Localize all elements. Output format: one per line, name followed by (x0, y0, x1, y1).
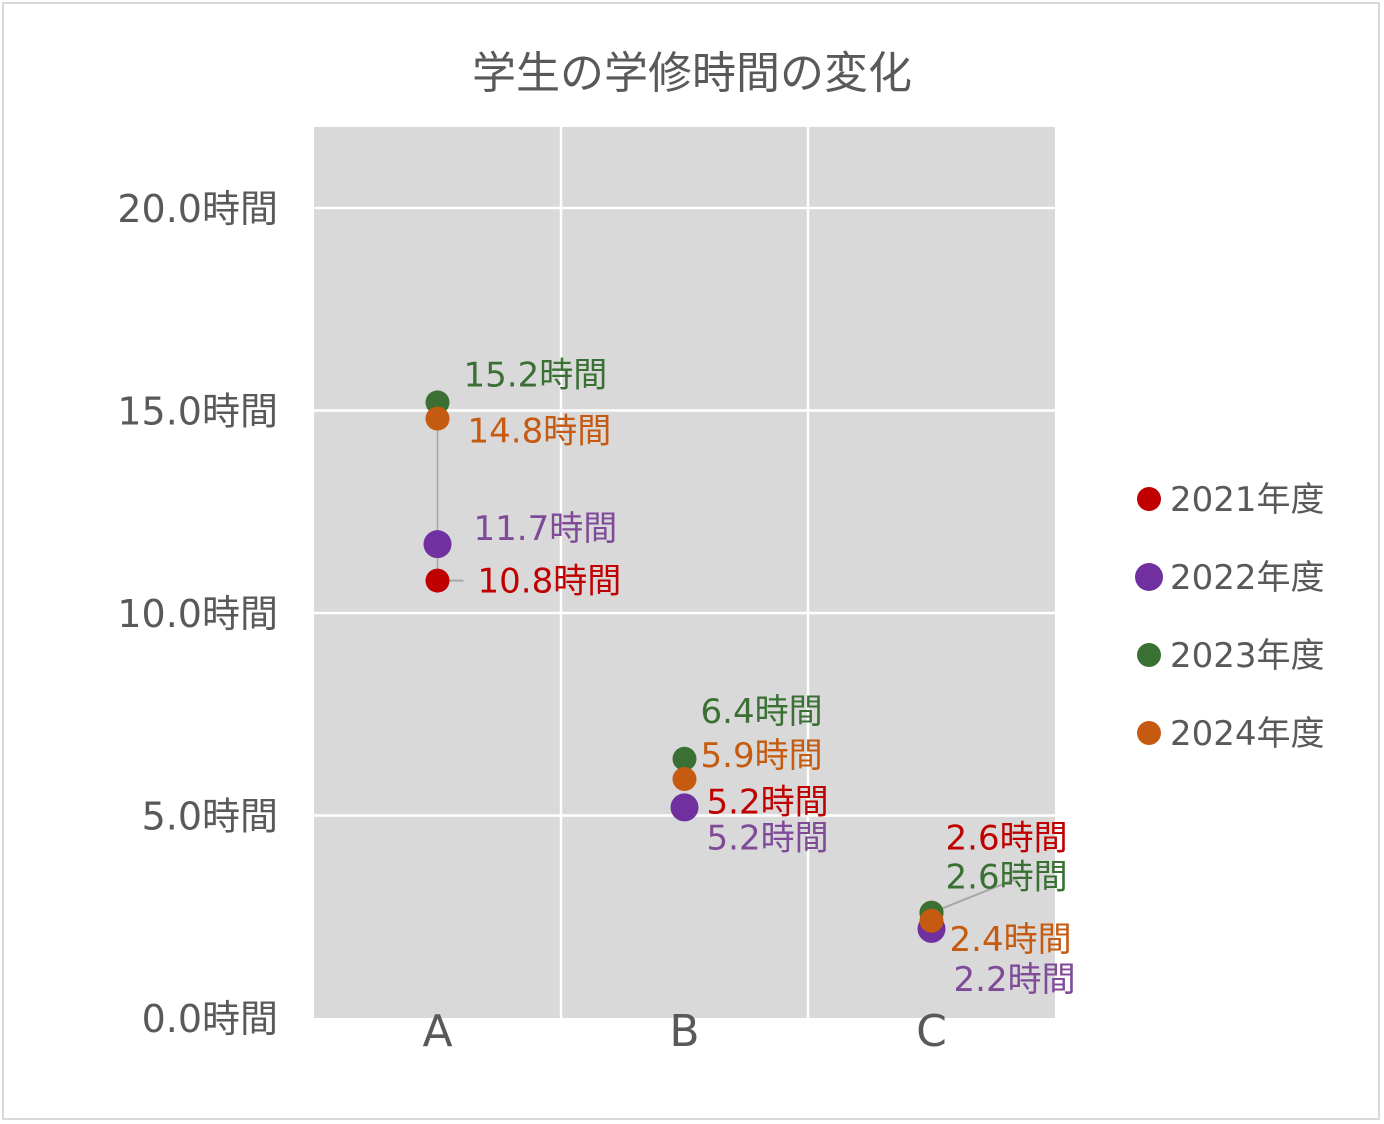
y-tick-label: 0.0時間 (142, 997, 278, 1041)
leader-line (931, 875, 1022, 914)
plot-area (314, 127, 1055, 1018)
x-tick-label: A (422, 1006, 452, 1057)
y-axis-ticks: 0.0時間 5.0時間 10.0時間 15.0時間 20.0時間 (117, 187, 278, 1041)
data-label: 2.6時間 (946, 858, 1068, 898)
legend-marker (1137, 643, 1161, 667)
y-tick-label: 10.0時間 (117, 592, 278, 636)
data-label: 10.8時間 (478, 562, 622, 602)
data-label: 5.2時間 (707, 818, 829, 858)
data-point (919, 908, 944, 933)
legend: 2021年度 2022年度 2023年度 2024年度 (1135, 480, 1325, 754)
legend-marker (1137, 721, 1161, 745)
data-point (425, 568, 450, 593)
y-tick-label: 5.0時間 (142, 795, 278, 839)
data-point (670, 793, 699, 822)
data-label: 6.4時間 (701, 692, 823, 732)
legend-label: 2022年度 (1170, 558, 1325, 598)
data-points (423, 390, 946, 943)
data-point (672, 767, 697, 792)
data-label: 2.6時間 (946, 819, 1068, 859)
x-axis-ticks: A B C (422, 1006, 946, 1057)
data-point (672, 746, 697, 771)
legend-label: 2024年度 (1170, 714, 1325, 754)
legend-label: 2021年度 (1170, 480, 1325, 520)
x-tick-label: B (669, 1006, 699, 1057)
data-point (425, 406, 450, 431)
x-tick-label: C (916, 1006, 947, 1057)
y-tick-label: 15.0時間 (117, 390, 278, 434)
data-label: 2.2時間 (954, 960, 1076, 1000)
data-label: 2.4時間 (950, 920, 1072, 960)
data-label: 14.8時間 (468, 412, 612, 452)
data-label: 5.2時間 (707, 782, 829, 822)
data-point (423, 530, 452, 559)
y-tick-label: 20.0時間 (117, 187, 278, 231)
data-label: 15.2時間 (464, 355, 608, 395)
data-label: 11.7時間 (474, 509, 618, 549)
chart-title: 学生の学修時間の変化 (472, 48, 912, 99)
data-labels: 15.2時間 6.4時間 2.6時間 14.8時間 5.9時間 2.4時間 11.7時間 5.… (464, 355, 1076, 1000)
legend-marker (1137, 487, 1161, 511)
legend-label: 2023年度 (1170, 636, 1325, 676)
data-label: 5.9時間 (701, 736, 823, 776)
legend-marker (1135, 563, 1163, 591)
